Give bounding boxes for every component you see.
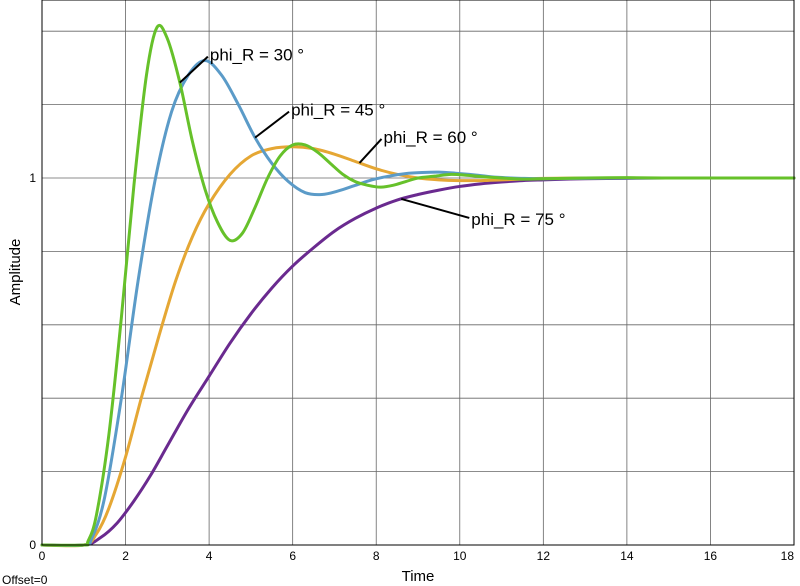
x-tick-label: 0 <box>39 549 46 563</box>
x-tick-label: 10 <box>453 549 467 563</box>
annotation-label: phi_R = 45 ° <box>291 101 385 120</box>
tick-labels: 0 2 4 6 8 10 12 14 16 18 0 1 <box>29 171 794 563</box>
series-layer <box>40 23 796 548</box>
annotation-leader <box>358 138 383 164</box>
annotation-layer: phi_R = 30 ° phi_R = 45 ° phi_R = 60 ° phi_… <box>179 46 566 229</box>
y-axis-label: Amplitude <box>7 239 24 306</box>
annotation-label: phi_R = 60 ° <box>384 128 478 147</box>
x-tick-label: 8 <box>373 549 380 563</box>
annotation-label: phi_R = 75 ° <box>471 210 565 229</box>
x-tick-label: 16 <box>704 549 718 563</box>
offset-label: Offset=0 <box>2 573 48 586</box>
x-tick-label: 6 <box>289 549 296 563</box>
y-tick-label: 1 <box>29 171 36 185</box>
x-tick-label: 14 <box>620 549 634 563</box>
x-tick-label: 4 <box>206 549 213 563</box>
annotation-leader <box>254 110 290 139</box>
y-tick-label: 0 <box>29 538 36 552</box>
annotation-label: phi_R = 30 ° <box>210 46 304 65</box>
plot-area <box>42 0 794 545</box>
x-tick-label: 2 <box>122 549 129 563</box>
x-tick-label: 12 <box>537 549 551 563</box>
series-line-1 <box>40 23 796 547</box>
annotation-leader <box>401 197 470 219</box>
x-tick-label: 18 <box>781 549 795 563</box>
annotation-leader <box>179 55 209 84</box>
x-axis-label: Time <box>402 568 435 585</box>
plot-frame <box>41 0 795 546</box>
